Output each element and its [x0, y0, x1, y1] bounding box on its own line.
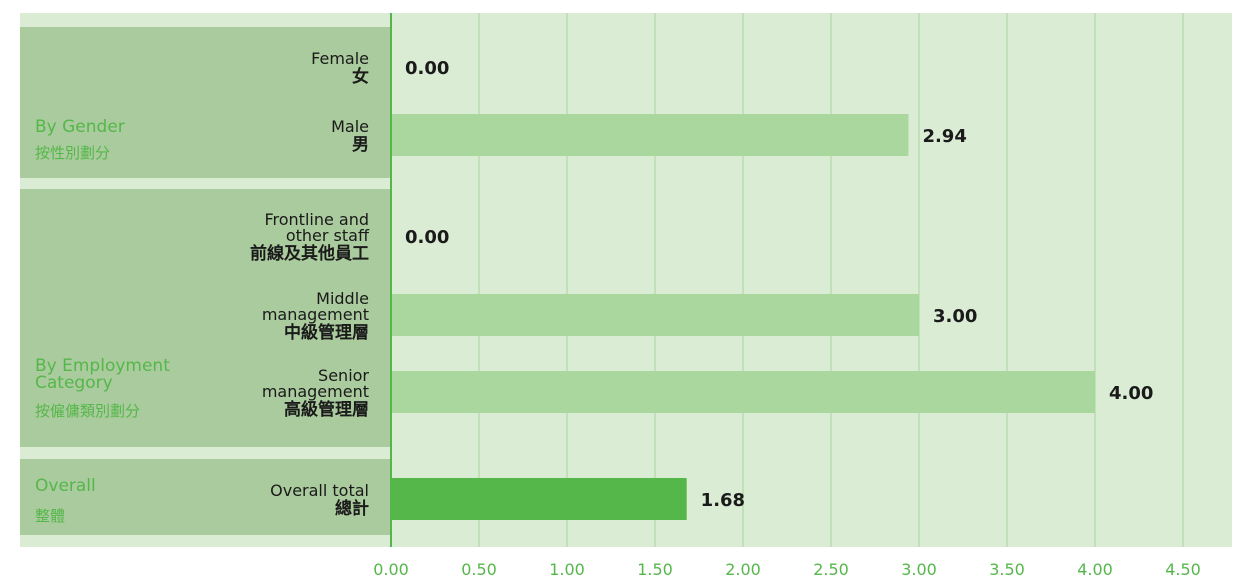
x-tick-label: 3.00 — [901, 560, 937, 579]
value-label: 2.94 — [922, 126, 966, 147]
category-label-en: Male — [331, 117, 369, 136]
x-tick-label: 2.50 — [813, 560, 849, 579]
x-tick-label: 2.00 — [725, 560, 761, 579]
x-tick-label: 0.50 — [461, 560, 497, 579]
group-box — [20, 27, 391, 178]
bar — [391, 371, 1095, 413]
group-label-zh: 按僱傭類別劃分 — [35, 402, 140, 420]
x-tick-label: 0.00 — [373, 560, 409, 579]
category-label-zh: 中級管理層 — [284, 322, 369, 343]
category-label-zh: 男 — [352, 135, 369, 155]
category-label-zh: 高級管理層 — [284, 399, 369, 420]
category-label-en: management — [262, 382, 369, 401]
group-label-en: Category — [35, 373, 113, 393]
bar — [391, 478, 687, 520]
bar — [391, 114, 909, 156]
category-label-en: management — [262, 305, 369, 324]
category-label-en: Female — [311, 49, 369, 68]
group-box — [20, 459, 391, 535]
category-label-en: Senior — [318, 366, 369, 385]
x-tick-label: 3.50 — [989, 560, 1025, 579]
group-label-en: Overall — [35, 476, 96, 496]
category-label-en: Middle — [316, 289, 369, 308]
x-tick-label: 4.50 — [1165, 560, 1201, 579]
group-label-zh: 按性別劃分 — [35, 144, 110, 162]
x-tick-label: 1.50 — [637, 560, 673, 579]
value-label: 0.00 — [405, 227, 449, 248]
category-label-zh: 女 — [352, 66, 369, 87]
category-label-en: Overall total — [270, 481, 369, 500]
category-label-en: Frontline and — [264, 210, 369, 229]
group-box — [20, 189, 391, 447]
category-label-en: other staff — [286, 226, 370, 245]
value-label: 3.00 — [933, 306, 977, 327]
category-label-zh: 前線及其他員工 — [250, 243, 369, 264]
group-label-zh: 整體 — [35, 507, 65, 525]
group-label-en: By Employment — [35, 356, 170, 376]
value-label: 0.00 — [405, 58, 449, 79]
group-label-en: By Gender — [35, 117, 125, 137]
bar — [391, 294, 919, 336]
x-tick-label: 1.00 — [549, 560, 585, 579]
x-tick-label: 4.00 — [1077, 560, 1113, 579]
value-label: 4.00 — [1109, 383, 1153, 404]
category-label-zh: 總計 — [335, 498, 369, 519]
value-label: 1.68 — [701, 490, 745, 511]
